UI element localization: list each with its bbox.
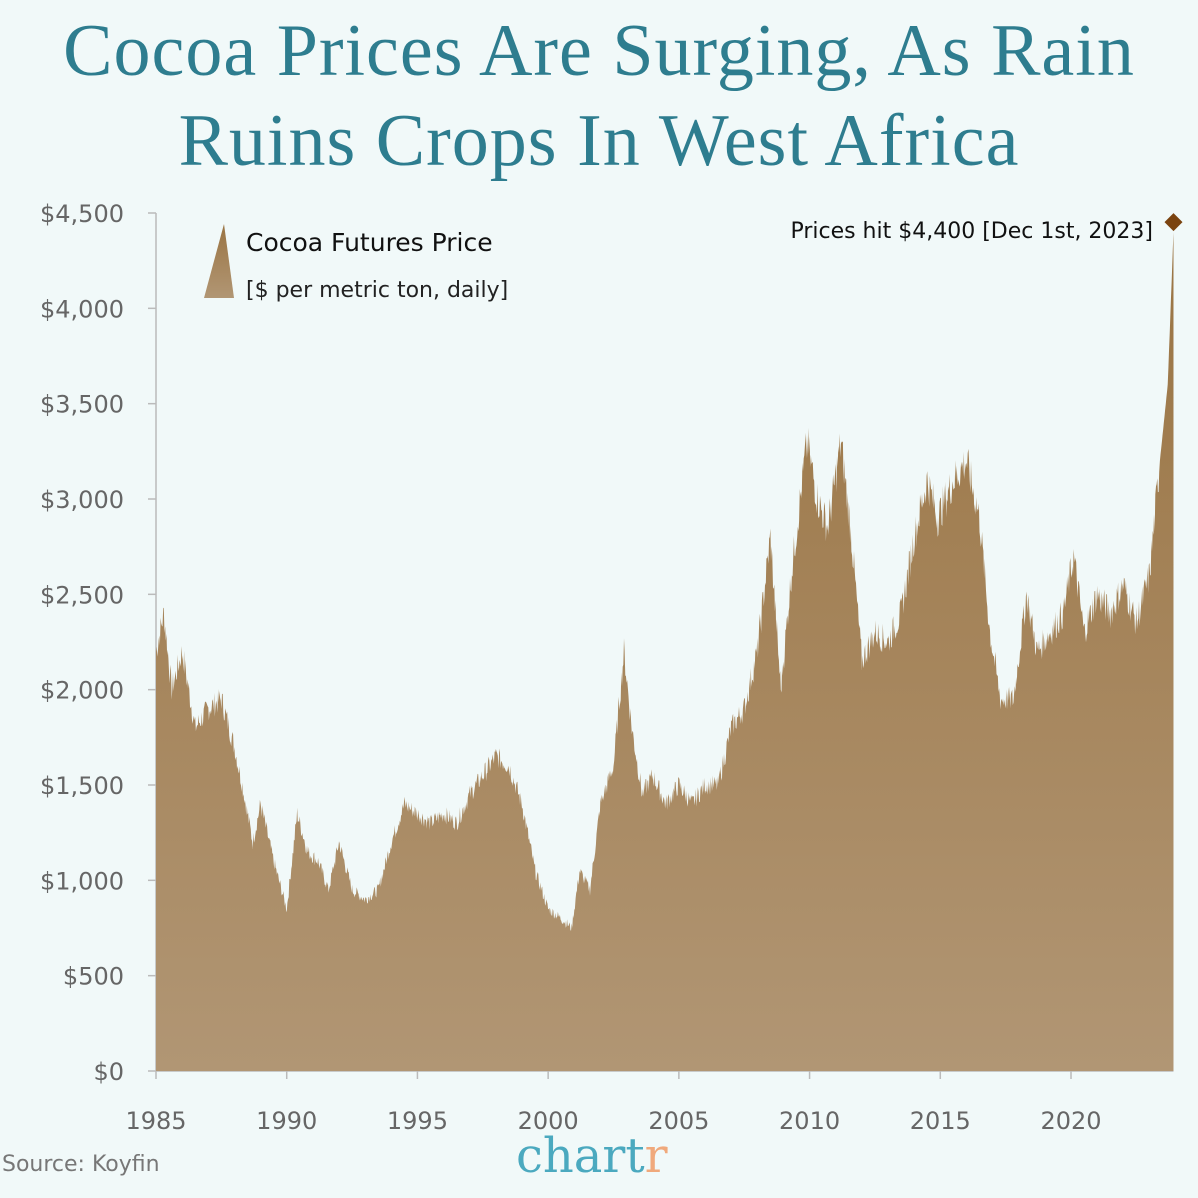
logo-text: chart (516, 1128, 645, 1184)
chart-title: Cocoa Prices Are Surging, As Rain Ruins … (0, 6, 1198, 186)
y-tick-label: $500 (63, 963, 124, 991)
y-tick-label: $0 (93, 1058, 124, 1086)
x-tick-label: 2010 (779, 1107, 840, 1135)
legend-subtitle: [$ per metric ton, daily] (246, 278, 508, 303)
y-tick-label: $2,000 (40, 677, 124, 705)
legend-swatch-icon (204, 224, 234, 298)
peak-marker (1164, 213, 1183, 232)
x-tick-label: 1990 (256, 1107, 317, 1135)
x-tick-label: 2015 (910, 1107, 971, 1135)
chartr-logo: chartr (516, 1128, 668, 1184)
y-tick-label: $3,000 (40, 486, 124, 514)
x-tick-label: 1985 (125, 1107, 186, 1135)
legend-title: Cocoa Futures Price (246, 228, 493, 257)
x-tick-label: 1995 (387, 1107, 448, 1135)
price-area (156, 232, 1174, 1072)
y-tick-label: $2,500 (40, 581, 124, 609)
y-tick-label: $3,500 (40, 391, 124, 419)
title-line-2: Ruins Crops In West Africa (178, 100, 1020, 182)
title-line-1: Cocoa Prices Are Surging, As Rain (63, 10, 1135, 92)
peak-annotation: Prices hit $4,400 [Dec 1st, 2023] (790, 219, 1153, 244)
y-tick-label: $4,000 (40, 295, 124, 323)
x-tick-label: 2020 (1040, 1107, 1101, 1135)
axes: $0 $500 $1,000 $1,500 $2,000 $2,500 $3,000 $3,5… (40, 200, 1174, 1135)
x-tick-label: 2000 (518, 1107, 579, 1135)
y-tick-label: $1,500 (40, 772, 124, 800)
source-note: Source: Koyfin (2, 1152, 160, 1177)
y-tick-label: $1,000 (40, 867, 124, 895)
x-tick-label: 2005 (648, 1107, 709, 1135)
y-tick-label: $4,500 (40, 200, 124, 228)
